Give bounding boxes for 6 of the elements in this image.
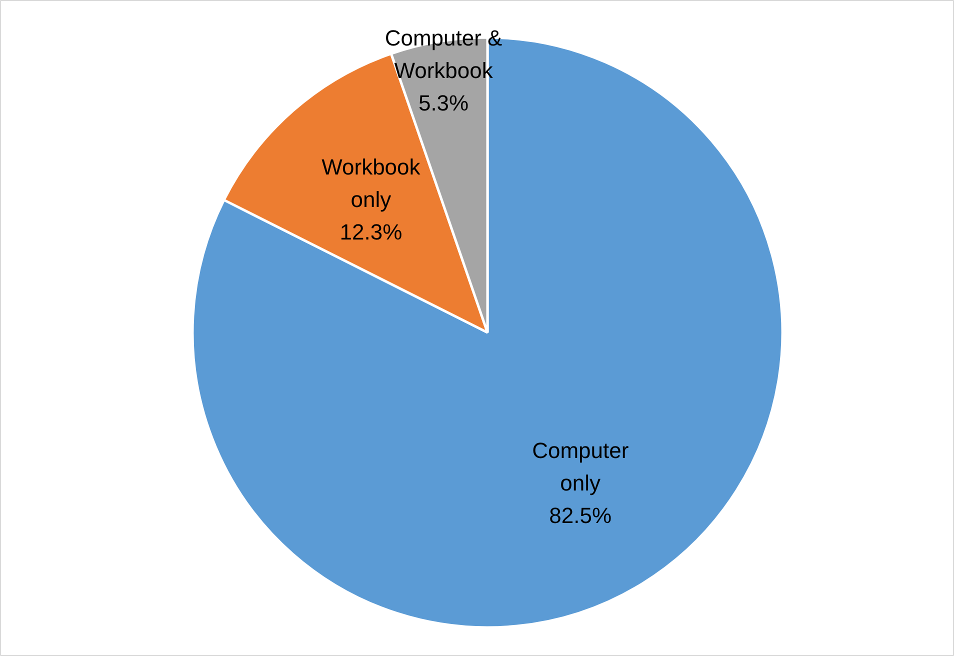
slice-label: Computer & Workbook	[384, 26, 503, 84]
data-label: 12.3%	[340, 219, 402, 244]
slice-label: Workbook only	[322, 154, 422, 212]
slice-label: Computer only	[532, 438, 629, 496]
data-label: 5.3%	[418, 90, 469, 116]
data-label: 82.5%	[549, 503, 612, 528]
